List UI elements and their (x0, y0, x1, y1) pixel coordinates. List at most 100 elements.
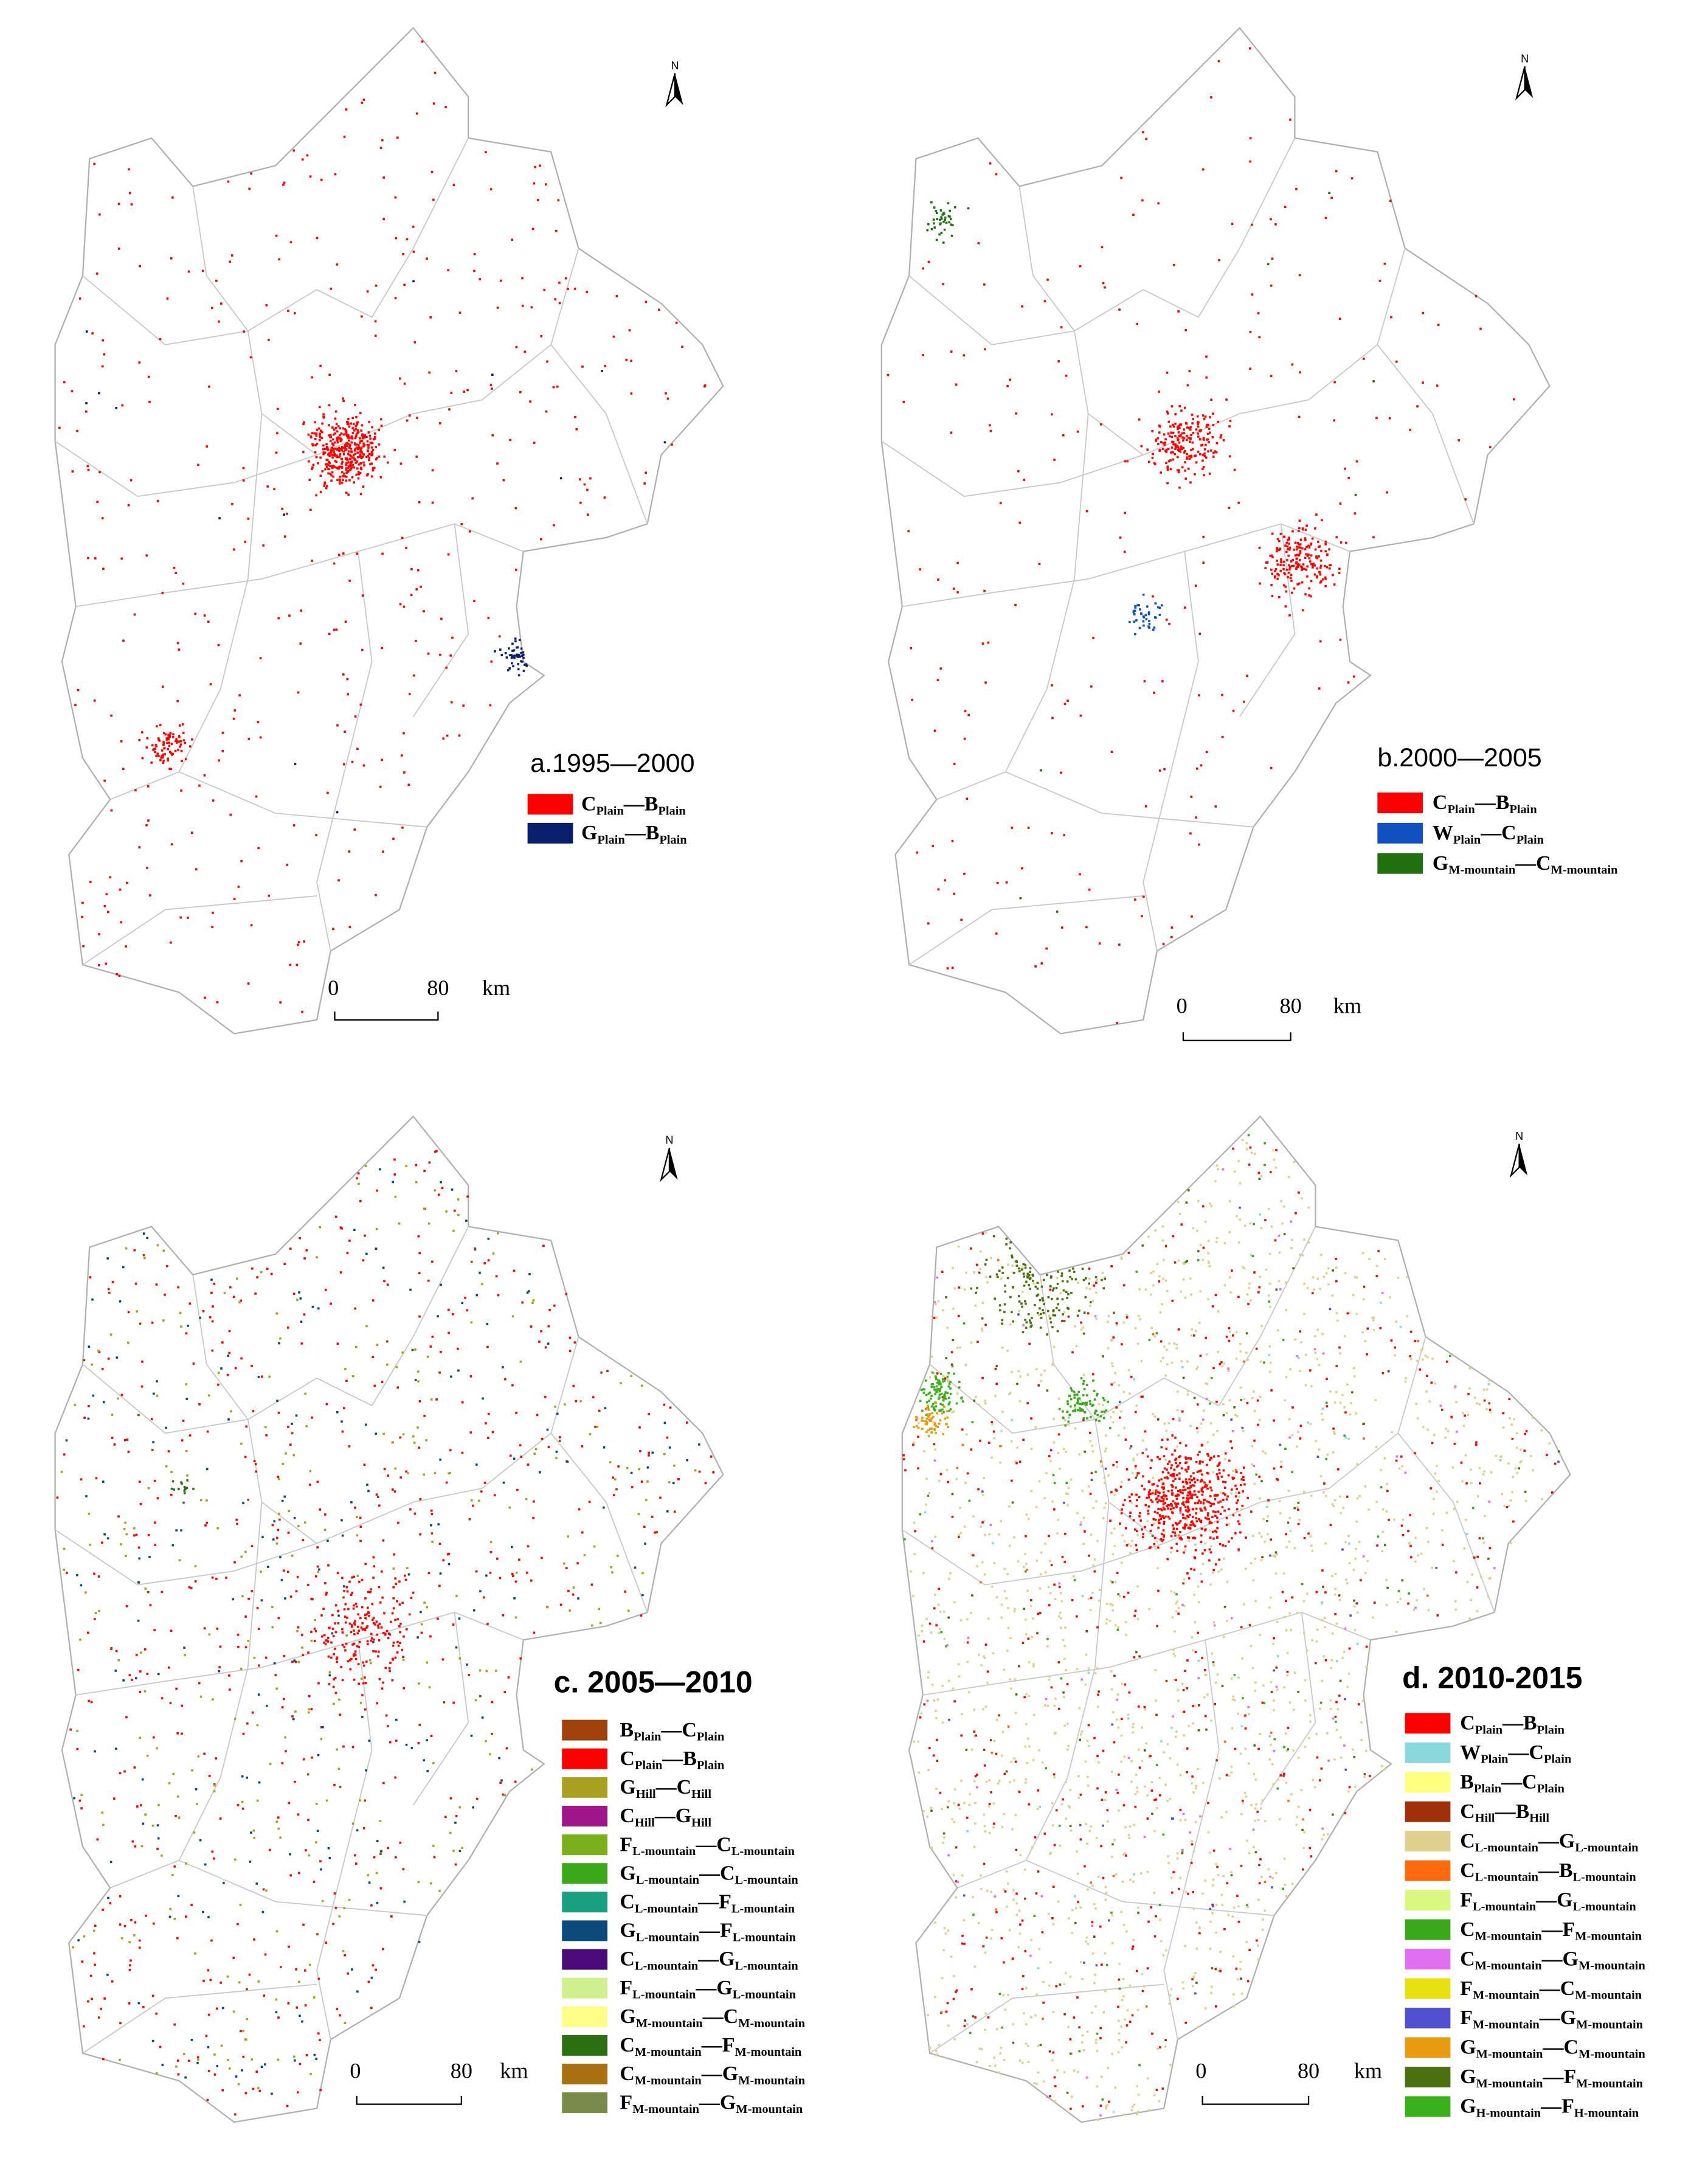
change-patch (1540, 1429, 1543, 1432)
change-patch (339, 480, 341, 482)
change-patch (1271, 532, 1274, 535)
change-patch (1237, 1920, 1240, 1923)
change-patch (76, 1747, 79, 1750)
change-patch (333, 451, 336, 454)
change-patch (1131, 1472, 1134, 1474)
change-patch (315, 494, 317, 497)
change-patch (963, 354, 966, 357)
change-patch (151, 744, 154, 747)
change-patch (429, 316, 432, 319)
change-patch (369, 463, 372, 466)
change-patch (936, 679, 939, 682)
change-patch (947, 215, 950, 218)
change-patch (1107, 1314, 1110, 1317)
change-patch (408, 693, 411, 695)
change-patch (1184, 421, 1188, 425)
change-patch (586, 291, 589, 293)
change-patch (634, 1566, 637, 1569)
change-patch (96, 1838, 99, 1841)
change-patch (1191, 1782, 1193, 1785)
change-patch (502, 1793, 505, 1796)
change-patch (956, 591, 959, 594)
change-patch (1291, 1434, 1293, 1437)
change-patch (345, 1621, 347, 1624)
change-patch (1296, 553, 1299, 557)
change-patch (977, 1488, 980, 1491)
change-patch (1336, 1708, 1340, 1710)
change-patch (1001, 1730, 1004, 1733)
change-patch (1052, 1923, 1055, 1926)
change-patch (179, 743, 182, 746)
change-patch (1294, 554, 1297, 557)
change-patch (993, 1562, 996, 1564)
change-patch (1361, 1331, 1364, 1334)
change-patch (923, 1703, 926, 1706)
change-patch (1185, 439, 1188, 442)
change-patch (1130, 2109, 1133, 2112)
change-patch (354, 462, 357, 464)
change-patch (1485, 1407, 1488, 1410)
change-patch (1121, 1718, 1123, 1721)
change-patch (152, 1392, 155, 1395)
change-patch (1082, 1326, 1085, 1329)
change-patch (1152, 1413, 1154, 1415)
change-patch (1318, 545, 1321, 548)
change-patch (1051, 1802, 1054, 1805)
change-patch (1037, 2044, 1040, 2047)
change-patch (964, 1482, 967, 1484)
change-patch (380, 418, 382, 421)
change-patch (1345, 1578, 1347, 1581)
change-patch (1298, 274, 1301, 277)
change-patch (910, 1570, 912, 1573)
change-patch (1250, 1804, 1253, 1806)
change-patch (339, 440, 342, 443)
change-patch (630, 392, 633, 395)
change-patch (1036, 1993, 1038, 1996)
change-patch (1267, 1294, 1270, 1297)
change-patch (951, 1411, 954, 1413)
change-patch (451, 636, 454, 639)
change-patch (188, 1586, 191, 1589)
change-patch (398, 1603, 401, 1606)
change-patch (1269, 1596, 1272, 1599)
change-patch (974, 1802, 977, 1805)
change-patch (458, 311, 462, 314)
change-patch (1191, 414, 1194, 416)
change-patch (491, 1701, 494, 1704)
change-patch (935, 1788, 938, 1790)
change-patch (505, 1747, 508, 1750)
change-patch (1078, 1453, 1081, 1455)
change-patch (120, 921, 122, 924)
change-patch (220, 1982, 222, 1984)
change-patch (1336, 1468, 1340, 1471)
change-patch (1153, 1830, 1156, 1833)
change-patch (1180, 1290, 1183, 1293)
change-patch (572, 1384, 575, 1387)
change-patch (1355, 460, 1358, 463)
legend-label: CPlain—BPlain (620, 1747, 724, 1772)
change-patch (1201, 168, 1205, 171)
change-patch (115, 1649, 118, 1653)
change-patch (283, 535, 286, 538)
change-patch (426, 1739, 429, 1741)
change-patch (921, 1625, 924, 1627)
change-patch (382, 176, 385, 179)
change-patch (109, 1333, 112, 1336)
change-patch (1198, 1927, 1201, 1929)
change-patch (345, 467, 348, 470)
change-patch (328, 1683, 331, 1685)
change-patch (170, 1487, 173, 1490)
change-patch (174, 749, 177, 752)
change-patch (154, 744, 157, 746)
change-patch (322, 1726, 324, 1729)
change-patch (1309, 560, 1312, 563)
change-patch (1266, 1533, 1269, 1536)
change-patch (1301, 609, 1304, 612)
change-patch (275, 2011, 278, 2014)
change-patch (1541, 1497, 1543, 1500)
change-patch (1261, 1799, 1264, 1802)
change-patch (183, 1646, 185, 1649)
change-patch (970, 1612, 972, 1614)
change-patch (1436, 1465, 1438, 1467)
change-patch (907, 530, 910, 533)
